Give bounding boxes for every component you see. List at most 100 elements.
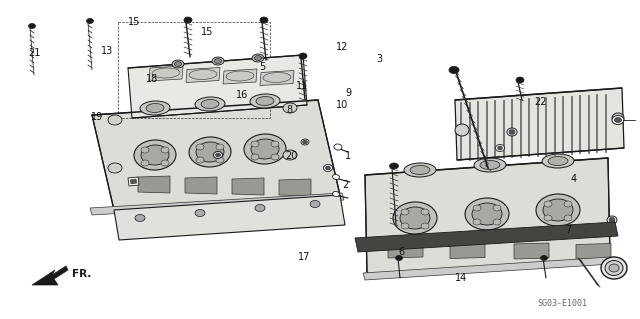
Polygon shape xyxy=(596,94,597,152)
Text: SG03-E1001: SG03-E1001 xyxy=(537,300,587,308)
Polygon shape xyxy=(511,99,512,157)
Polygon shape xyxy=(477,101,478,159)
Ellipse shape xyxy=(564,215,572,221)
Polygon shape xyxy=(502,100,504,158)
Ellipse shape xyxy=(473,219,481,225)
Ellipse shape xyxy=(480,160,500,169)
Polygon shape xyxy=(32,266,68,285)
Ellipse shape xyxy=(401,223,409,229)
Polygon shape xyxy=(514,243,549,259)
Ellipse shape xyxy=(141,145,169,165)
Ellipse shape xyxy=(390,163,399,169)
Ellipse shape xyxy=(175,62,182,66)
Text: 18: 18 xyxy=(146,74,159,84)
Polygon shape xyxy=(130,179,137,184)
Polygon shape xyxy=(363,257,612,280)
Ellipse shape xyxy=(493,205,501,211)
Ellipse shape xyxy=(404,163,436,177)
Polygon shape xyxy=(494,100,495,158)
Ellipse shape xyxy=(108,163,122,173)
Ellipse shape xyxy=(216,153,221,157)
Text: 5: 5 xyxy=(259,62,266,72)
Polygon shape xyxy=(355,222,618,252)
Polygon shape xyxy=(588,94,589,152)
Ellipse shape xyxy=(135,214,145,221)
Text: 19: 19 xyxy=(91,112,104,122)
Polygon shape xyxy=(223,69,257,84)
Text: 3: 3 xyxy=(376,54,382,64)
Polygon shape xyxy=(138,176,170,193)
Ellipse shape xyxy=(548,157,568,166)
Polygon shape xyxy=(460,102,461,160)
Polygon shape xyxy=(388,242,423,258)
Polygon shape xyxy=(90,193,344,215)
Text: 16: 16 xyxy=(236,90,248,100)
Ellipse shape xyxy=(544,215,552,221)
Ellipse shape xyxy=(396,256,403,261)
Ellipse shape xyxy=(333,174,339,180)
Polygon shape xyxy=(260,70,294,85)
Text: 15: 15 xyxy=(128,17,141,27)
Polygon shape xyxy=(186,68,220,83)
Ellipse shape xyxy=(86,19,93,24)
Ellipse shape xyxy=(134,140,176,170)
Polygon shape xyxy=(536,98,538,155)
Polygon shape xyxy=(128,55,307,118)
Ellipse shape xyxy=(301,139,309,145)
Ellipse shape xyxy=(201,100,219,108)
Ellipse shape xyxy=(497,146,502,150)
Text: 17: 17 xyxy=(298,252,310,262)
Polygon shape xyxy=(114,195,345,240)
Polygon shape xyxy=(570,95,572,153)
Ellipse shape xyxy=(544,201,552,207)
Ellipse shape xyxy=(283,150,297,160)
Ellipse shape xyxy=(152,68,180,78)
Ellipse shape xyxy=(255,204,265,211)
Ellipse shape xyxy=(195,97,225,111)
Ellipse shape xyxy=(601,257,627,279)
Ellipse shape xyxy=(474,158,506,172)
Polygon shape xyxy=(185,177,217,194)
Text: 12: 12 xyxy=(336,42,349,52)
Ellipse shape xyxy=(271,141,279,147)
Polygon shape xyxy=(232,178,264,195)
Ellipse shape xyxy=(140,101,170,115)
Ellipse shape xyxy=(251,141,259,147)
Ellipse shape xyxy=(141,160,149,166)
Ellipse shape xyxy=(29,24,35,28)
Polygon shape xyxy=(579,95,580,153)
Ellipse shape xyxy=(609,264,619,272)
Polygon shape xyxy=(528,98,529,156)
Ellipse shape xyxy=(421,223,429,229)
Ellipse shape xyxy=(214,58,221,63)
Ellipse shape xyxy=(252,54,264,62)
Ellipse shape xyxy=(493,219,501,225)
Text: 11: 11 xyxy=(296,81,308,91)
Ellipse shape xyxy=(607,216,617,224)
Ellipse shape xyxy=(612,113,624,123)
Ellipse shape xyxy=(495,145,504,152)
Ellipse shape xyxy=(196,142,224,162)
Ellipse shape xyxy=(189,70,217,79)
Ellipse shape xyxy=(283,103,297,113)
Ellipse shape xyxy=(516,77,524,83)
Ellipse shape xyxy=(216,157,224,163)
Ellipse shape xyxy=(310,201,320,207)
Ellipse shape xyxy=(251,154,259,160)
Polygon shape xyxy=(562,96,563,154)
Ellipse shape xyxy=(172,60,184,68)
Ellipse shape xyxy=(536,194,580,226)
Ellipse shape xyxy=(184,17,192,23)
Ellipse shape xyxy=(250,94,280,108)
Ellipse shape xyxy=(564,201,572,207)
Ellipse shape xyxy=(189,137,231,167)
Polygon shape xyxy=(365,158,610,275)
Ellipse shape xyxy=(214,152,223,159)
Polygon shape xyxy=(279,179,311,196)
Ellipse shape xyxy=(393,202,437,234)
Ellipse shape xyxy=(244,134,286,164)
Text: 14: 14 xyxy=(454,272,467,283)
Ellipse shape xyxy=(614,117,621,122)
Polygon shape xyxy=(149,66,183,81)
Text: 15: 15 xyxy=(200,27,213,37)
